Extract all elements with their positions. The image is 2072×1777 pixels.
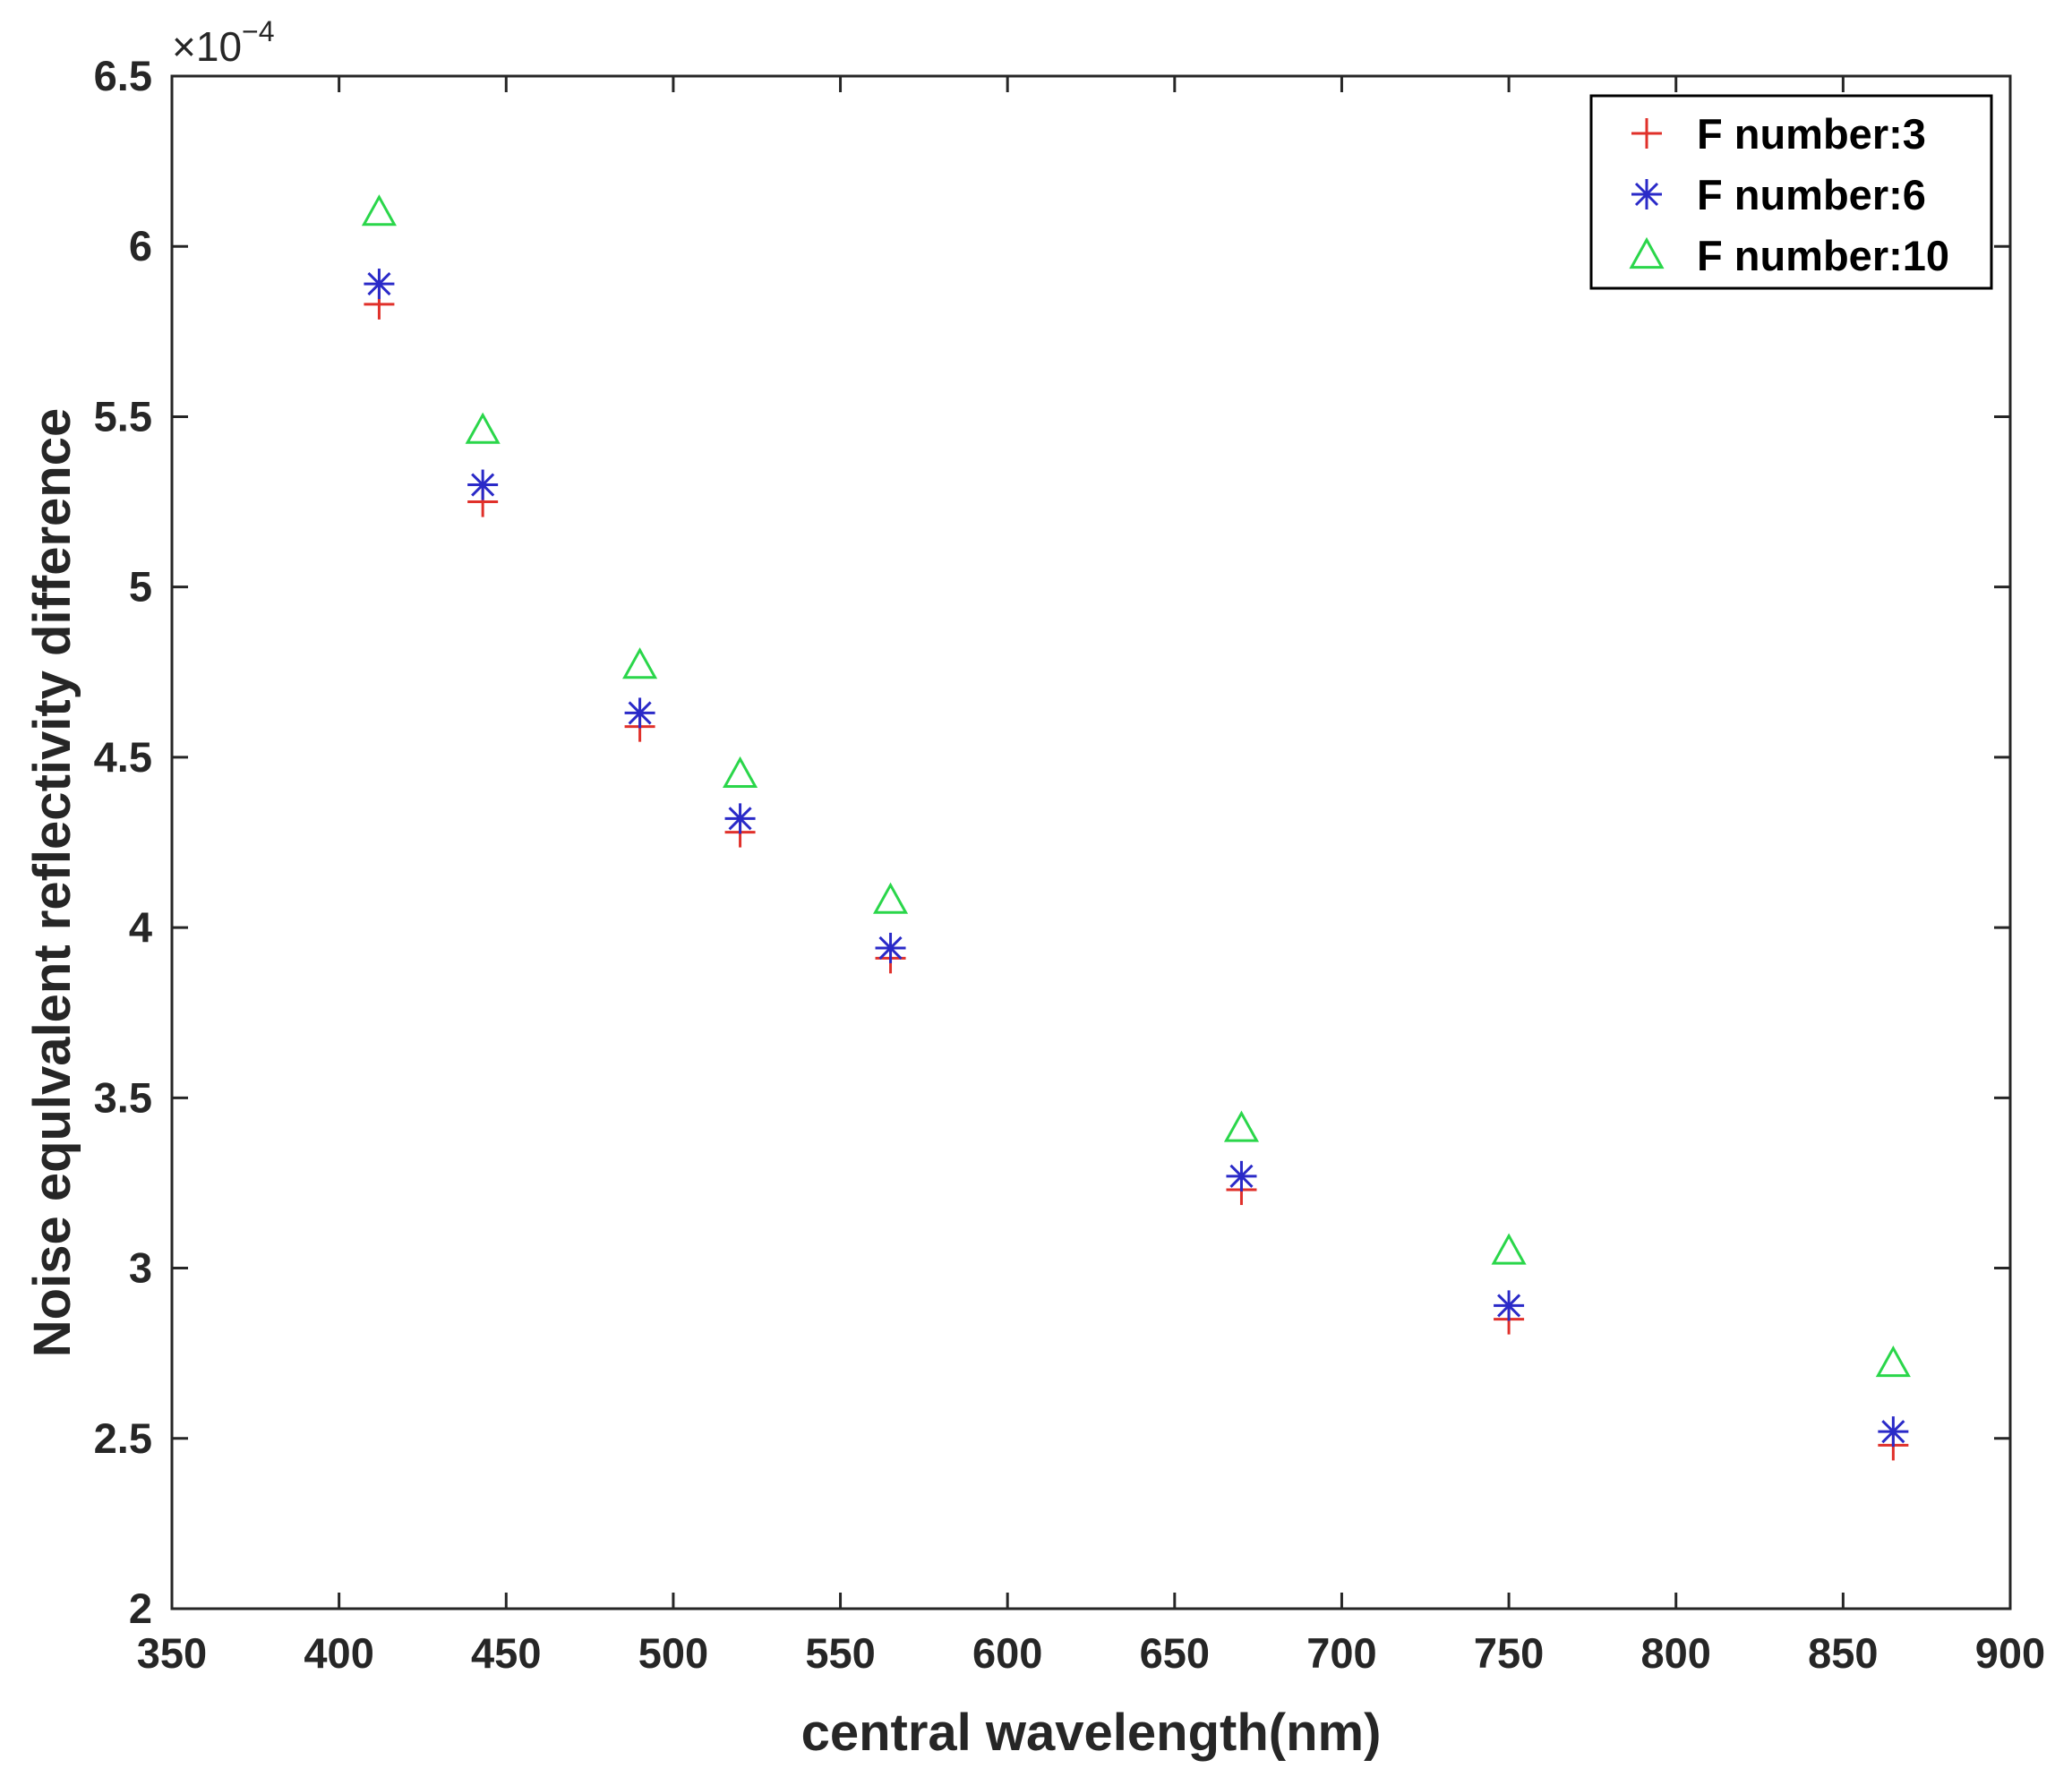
- legend-marker-triangle: [1629, 236, 1665, 269]
- y-axis-exponent: ×10−4: [172, 15, 275, 70]
- x-tick-label: 500: [638, 1629, 708, 1677]
- legend-entry-f3: F number:3: [1631, 110, 1926, 158]
- legend-marker-asterisk: [1631, 179, 1662, 209]
- y-tick-label: 5: [129, 563, 152, 611]
- x-tick-label: 650: [1140, 1629, 1210, 1677]
- legend-entry-f10: F number:10: [1629, 232, 1949, 279]
- y-exponent-power: −4: [242, 15, 274, 47]
- point-asterisk: [624, 697, 655, 729]
- legend-marker-plus: [1631, 118, 1662, 149]
- x-tick-label: 600: [972, 1629, 1042, 1677]
- point-asterisk: [364, 269, 395, 300]
- x-tick-label: 350: [137, 1629, 207, 1677]
- y-tick-label: 2.5: [94, 1414, 152, 1462]
- x-tick-label: 750: [1474, 1629, 1544, 1677]
- legend-label-f6: F number:6: [1697, 171, 1926, 218]
- legend-box: [1589, 94, 1993, 290]
- y-tick-label: 3: [129, 1244, 152, 1292]
- point-triangle: [872, 882, 909, 914]
- point-triangle: [361, 194, 397, 226]
- series-triangle: [361, 194, 1911, 1378]
- y-tick-label: 2: [129, 1585, 152, 1632]
- legend-marker-triangle: [1629, 236, 1665, 269]
- x-tick-label: 450: [471, 1629, 541, 1677]
- y-tick-label: 3.5: [94, 1073, 152, 1121]
- point-asterisk: [1494, 1290, 1525, 1321]
- point-asterisk: [875, 932, 906, 963]
- legend-entry-f6: F number:6: [1631, 171, 1926, 218]
- point-triangle: [1491, 1233, 1527, 1265]
- point-triangle: [1223, 1110, 1260, 1142]
- x-tick-labels: 350 400 450 500 550 600 650 700 750 800 850 900: [137, 1629, 2045, 1677]
- y-exponent-base: ×10: [172, 23, 242, 70]
- legend: F number:3 F number:6 F number:10: [1589, 94, 1993, 290]
- y-tick-label: 5.5: [94, 392, 152, 440]
- x-tick-label: 400: [304, 1629, 373, 1677]
- x-tick-label: 700: [1306, 1629, 1376, 1677]
- data-points: [361, 194, 1911, 1461]
- x-tick-label: 850: [1808, 1629, 1878, 1677]
- legend-label-f10: F number:10: [1697, 232, 1949, 279]
- legend-label-f3: F number:3: [1697, 110, 1926, 158]
- point-asterisk: [1878, 1416, 1909, 1448]
- y-tick-label: 6.5: [94, 52, 152, 99]
- x-tick-label: 800: [1641, 1629, 1711, 1677]
- y-tick-labels: 2 2.5 3 3.5 4 4.5 5 5.5 6 6.5: [94, 52, 152, 1632]
- y-tick-label: 4: [129, 903, 152, 951]
- point-asterisk: [724, 803, 756, 834]
- legend-marker-plus: [1631, 118, 1662, 149]
- point-triangle: [622, 647, 658, 679]
- point-asterisk: [467, 469, 499, 500]
- plot-area-frame: [170, 74, 2012, 1610]
- x-tick-label: 900: [1975, 1629, 2045, 1677]
- y-tick-label: 6: [129, 222, 152, 269]
- point-asterisk: [1226, 1160, 1257, 1192]
- point-triangle: [465, 412, 501, 444]
- y-axis-title: Noise equlvalent reflectivity difference: [23, 408, 81, 1357]
- series-asterisk: [364, 269, 1909, 1448]
- point-triangle: [723, 756, 758, 789]
- x-axis-title: central wavelength(nm): [801, 1704, 1382, 1762]
- y-tick-label: 4.5: [94, 733, 152, 781]
- legend-marker-asterisk: [1631, 179, 1662, 209]
- point-triangle: [1875, 1345, 1911, 1378]
- x-tick-label: 550: [805, 1629, 875, 1677]
